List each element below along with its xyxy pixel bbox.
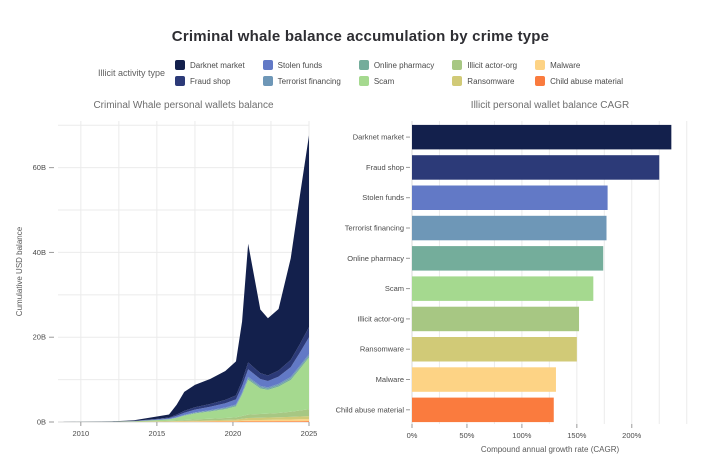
legend-swatch-stolen-funds <box>262 60 273 70</box>
y-tick-label: 60B <box>33 163 46 172</box>
bar-fraud-shop[interactable] <box>412 155 660 180</box>
category-label-scam: Scam <box>385 284 404 293</box>
area-scam[interactable] <box>58 357 309 422</box>
area-stolen-funds[interactable] <box>58 337 309 422</box>
legend-item-stolen-funds[interactable]: Stolen funds <box>262 60 341 70</box>
legend-swatch-terrorist-financing <box>262 76 273 86</box>
right-chart-title: Illicit personal wallet balance CAGR <box>471 100 629 111</box>
area-malware[interactable] <box>58 419 309 422</box>
legend-item-child-abuse-material[interactable]: Child abuse material <box>535 76 623 86</box>
bar-scam[interactable] <box>412 276 594 301</box>
x-tick-label: 2015 <box>149 429 166 438</box>
legend-item-label: Scam <box>373 76 395 86</box>
area-child-abuse-material[interactable] <box>58 421 309 422</box>
legend-item-label: Terrorist financing <box>277 76 341 86</box>
category-label-ransomware: Ransomware <box>360 345 404 354</box>
category-label-malware: Malware <box>376 375 404 384</box>
y-tick-label: 40B <box>33 248 46 257</box>
category-label-illicit-actor-org: Illicit actor-org <box>357 314 404 323</box>
x-tick-label: 200% <box>622 431 642 440</box>
legend-item-label: Child abuse material <box>550 76 624 86</box>
x-tick-label: 150% <box>567 431 587 440</box>
left-chart-title: Criminal Whale personal wallets balance <box>93 100 274 111</box>
category-label-online-pharmacy: Online pharmacy <box>347 254 404 263</box>
area-illicit-actor-org[interactable] <box>58 409 309 422</box>
legend-swatch-illicit-actor-org <box>452 60 463 70</box>
bar-darknet-market[interactable] <box>412 124 672 150</box>
legend-swatch-fraud-shop <box>174 76 185 86</box>
legend-swatch-ransomware <box>452 76 463 86</box>
x-tick-label: 2025 <box>301 429 318 438</box>
page-title: Criminal whale balance accumulation by c… <box>171 28 550 45</box>
area-darknet-market[interactable] <box>58 135 309 423</box>
x-tick-label: 50% <box>459 431 474 440</box>
area-fraud-shop[interactable] <box>58 327 309 422</box>
legend-item-label: Stolen funds <box>277 60 323 70</box>
legend-item-fraud-shop[interactable]: Fraud shop <box>174 76 245 86</box>
legend-swatch-scam <box>358 76 369 86</box>
legend-item-terrorist-financing[interactable]: Terrorist financing <box>262 76 341 86</box>
legend: Illicit activity type Darknet market Stol… <box>0 60 721 86</box>
bar-ransomware[interactable] <box>412 337 577 362</box>
legend-item-label: Malware <box>550 60 581 70</box>
bar-online-pharmacy[interactable] <box>412 246 604 271</box>
x-tick-label: 2010 <box>72 429 89 438</box>
legend-swatch-online-pharmacy <box>358 60 369 70</box>
bar-terrorist-financing[interactable] <box>412 215 607 241</box>
legend-item-label: Illicit actor-org <box>467 60 518 70</box>
legend-item-illicit-actor-org[interactable]: Illicit actor-org <box>452 60 517 70</box>
bar-malware[interactable] <box>412 367 556 392</box>
x-tick-label: 0% <box>407 431 418 440</box>
y-tick-label: 20B <box>33 333 46 342</box>
x-axis-title: Compound annual growth rate (CAGR) <box>481 445 620 454</box>
legend-item-ransomware[interactable]: Ransomware <box>452 76 517 86</box>
x-tick-label: 2020 <box>225 429 242 438</box>
category-label-child-abuse-material: Child abuse material <box>336 405 405 414</box>
legend-item-scam[interactable]: Scam <box>358 76 434 86</box>
category-label-stolen-funds: Stolen funds <box>362 193 404 202</box>
bar-illicit-actor-org[interactable] <box>412 306 580 332</box>
category-label-darknet-market: Darknet market <box>353 133 405 142</box>
legend-item-label: Ransomware <box>467 76 515 86</box>
bar-stolen-funds[interactable] <box>412 185 608 211</box>
y-axis-title: Cumulative USD balance <box>15 226 24 316</box>
legend-item-darknet-market[interactable]: Darknet market <box>174 60 245 70</box>
legend-swatch-darknet-market <box>174 60 185 70</box>
legend-item-malware[interactable]: Malware <box>535 60 623 70</box>
category-label-fraud-shop: Fraud shop <box>366 163 404 172</box>
legend-title: Illicit activity type <box>97 68 165 78</box>
legend-item-label: Darknet market <box>189 60 245 70</box>
area-ransomware[interactable] <box>58 416 309 422</box>
category-label-terrorist-financing: Terrorist financing <box>345 224 404 233</box>
legend-item-online-pharmacy[interactable]: Online pharmacy <box>358 60 435 70</box>
x-tick-label: 100% <box>512 431 532 440</box>
legend-swatch-malware <box>535 60 546 70</box>
legend-swatch-child-abuse-material <box>535 76 546 86</box>
y-tick-label: 0B <box>37 418 46 427</box>
legend-item-label: Fraud shop <box>189 76 231 86</box>
legend-item-label: Online pharmacy <box>373 60 435 70</box>
bar-child-abuse-material[interactable] <box>412 397 554 423</box>
legend-items: Darknet market Stolen funds Online pharmac… <box>174 60 623 86</box>
